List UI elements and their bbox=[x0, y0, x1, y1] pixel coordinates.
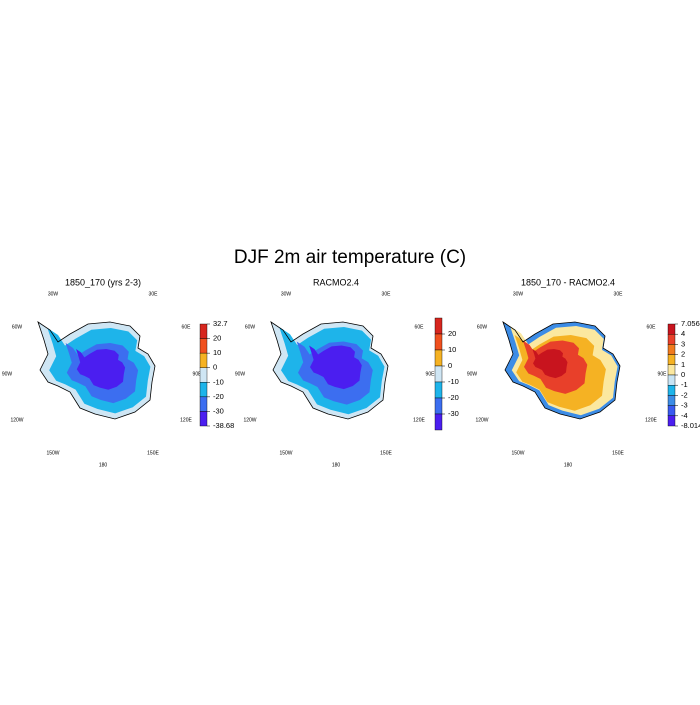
colorbar-label: 0 bbox=[213, 363, 217, 372]
coastline bbox=[37, 321, 156, 420]
colorbar-bin bbox=[667, 323, 676, 335]
map-panel: 1850_170 (yrs 2-3) 30W 30E 60W 60E 90W 90E 120W… bbox=[2, 277, 234, 468]
longitude-label: 60E bbox=[182, 324, 192, 330]
colorbar-bin bbox=[434, 413, 443, 431]
colorbar-label: -3 bbox=[681, 401, 688, 410]
colorbar-label: 20 bbox=[213, 334, 221, 343]
panel-title: 1850_170 (yrs 2-3) bbox=[65, 277, 141, 287]
longitude-label: 60E bbox=[647, 324, 657, 330]
colorbar-label: 10 bbox=[213, 348, 221, 357]
map-panel: RACMO2.4 30W 30E 60W 60E 90W 90E 120W 120E 150W 15… bbox=[235, 277, 459, 468]
colorbar-label: 0 bbox=[448, 361, 452, 370]
colorbar-bin bbox=[667, 364, 676, 376]
longitude-label: 30E bbox=[149, 291, 159, 297]
longitude-label: 150E bbox=[147, 450, 159, 456]
longitude-label: 120W bbox=[10, 417, 23, 423]
colorbar-bin bbox=[434, 365, 443, 383]
longitude-label: 30W bbox=[513, 291, 524, 297]
longitude-label: 120E bbox=[645, 417, 657, 423]
colorbar-bin bbox=[199, 382, 208, 398]
colorbar-bin bbox=[199, 367, 208, 383]
colorbar-label: -10 bbox=[448, 377, 459, 386]
colorbar-label: 1 bbox=[681, 360, 685, 369]
longitude-label: 120W bbox=[475, 417, 488, 423]
longitude-label: 120E bbox=[180, 417, 192, 423]
longitude-label: 120E bbox=[413, 417, 425, 423]
colorbar-bin bbox=[199, 338, 208, 354]
coastline bbox=[502, 321, 621, 420]
longitude-label: 150W bbox=[511, 450, 524, 456]
longitude-label: 60W bbox=[12, 324, 23, 330]
colorbar-bin bbox=[434, 397, 443, 415]
longitude-label: 150E bbox=[380, 450, 392, 456]
colorbar-label: -30 bbox=[448, 409, 459, 418]
colorbar-label: 4 bbox=[681, 329, 685, 338]
colorbar-bin bbox=[199, 323, 208, 339]
longitude-label: 60E bbox=[415, 324, 425, 330]
colorbar-bin bbox=[667, 395, 676, 406]
longitude-label: 60W bbox=[477, 324, 488, 330]
longitude-label: 30W bbox=[48, 291, 59, 297]
colorbar-bin bbox=[667, 334, 676, 345]
colorbar-label: 2 bbox=[681, 350, 685, 359]
longitude-label: 150W bbox=[279, 450, 292, 456]
panel-title: 1850_170 - RACMO2.4 bbox=[521, 277, 615, 287]
longitude-label: 180 bbox=[564, 462, 573, 468]
colorbar-bin bbox=[667, 374, 676, 386]
colorbar-label: 0 bbox=[681, 370, 685, 379]
colorbar-bin bbox=[667, 415, 676, 427]
colorbar-bin bbox=[199, 352, 208, 368]
colorbar-label: -8.014 bbox=[681, 421, 700, 430]
longitude-label: 60W bbox=[245, 324, 256, 330]
longitude-label: 150W bbox=[46, 450, 59, 456]
colorbar-label: -10 bbox=[213, 377, 224, 386]
figure-title: DJF 2m air temperature (C) bbox=[234, 247, 466, 268]
longitude-label: 30W bbox=[281, 291, 292, 297]
longitude-label: 120W bbox=[243, 417, 256, 423]
colorbar-label: -20 bbox=[213, 392, 224, 401]
longitude-label: 90E bbox=[658, 371, 668, 377]
colorbar-bin bbox=[199, 396, 208, 412]
colorbar-bin bbox=[667, 344, 676, 355]
coastline bbox=[270, 321, 389, 420]
longitude-label: 90E bbox=[426, 371, 436, 377]
colorbar-label: -4 bbox=[681, 411, 688, 420]
longitude-label: 30E bbox=[614, 291, 624, 297]
colorbar-label: 10 bbox=[448, 345, 456, 354]
colorbar-bin bbox=[667, 385, 676, 396]
longitude-label: 180 bbox=[99, 462, 108, 468]
colorbar-label: 3 bbox=[681, 339, 685, 348]
colorbar-bin bbox=[667, 354, 676, 366]
map-region bbox=[309, 345, 362, 390]
longitude-label: 90W bbox=[2, 371, 13, 377]
colorbar-bin bbox=[434, 333, 443, 351]
panel-title: RACMO2.4 bbox=[313, 277, 359, 287]
colorbar-bin bbox=[434, 381, 443, 399]
colorbar-label: 7.056 bbox=[681, 319, 700, 328]
longitude-label: 90W bbox=[467, 371, 478, 377]
colorbar-bin bbox=[434, 317, 443, 335]
colorbar-label: -2 bbox=[681, 390, 688, 399]
longitude-label: 180 bbox=[332, 462, 341, 468]
map-region bbox=[532, 349, 568, 379]
colorbar-label: -1 bbox=[681, 380, 688, 389]
colorbar-label: -30 bbox=[213, 406, 224, 415]
colorbar-label: 20 bbox=[448, 329, 456, 338]
longitude-label: 30E bbox=[382, 291, 392, 297]
colorbar-label: 32.7 bbox=[213, 319, 228, 328]
colorbar-label: -38.68 bbox=[213, 421, 234, 430]
colorbar-bin bbox=[667, 405, 676, 417]
longitude-label: 90W bbox=[235, 371, 246, 377]
colorbar-bin bbox=[199, 411, 208, 427]
map-region bbox=[76, 349, 126, 390]
colorbar-bin bbox=[434, 349, 443, 367]
longitude-label: 90E bbox=[193, 371, 203, 377]
colorbar-label: -20 bbox=[448, 393, 459, 402]
longitude-label: 150E bbox=[612, 450, 624, 456]
